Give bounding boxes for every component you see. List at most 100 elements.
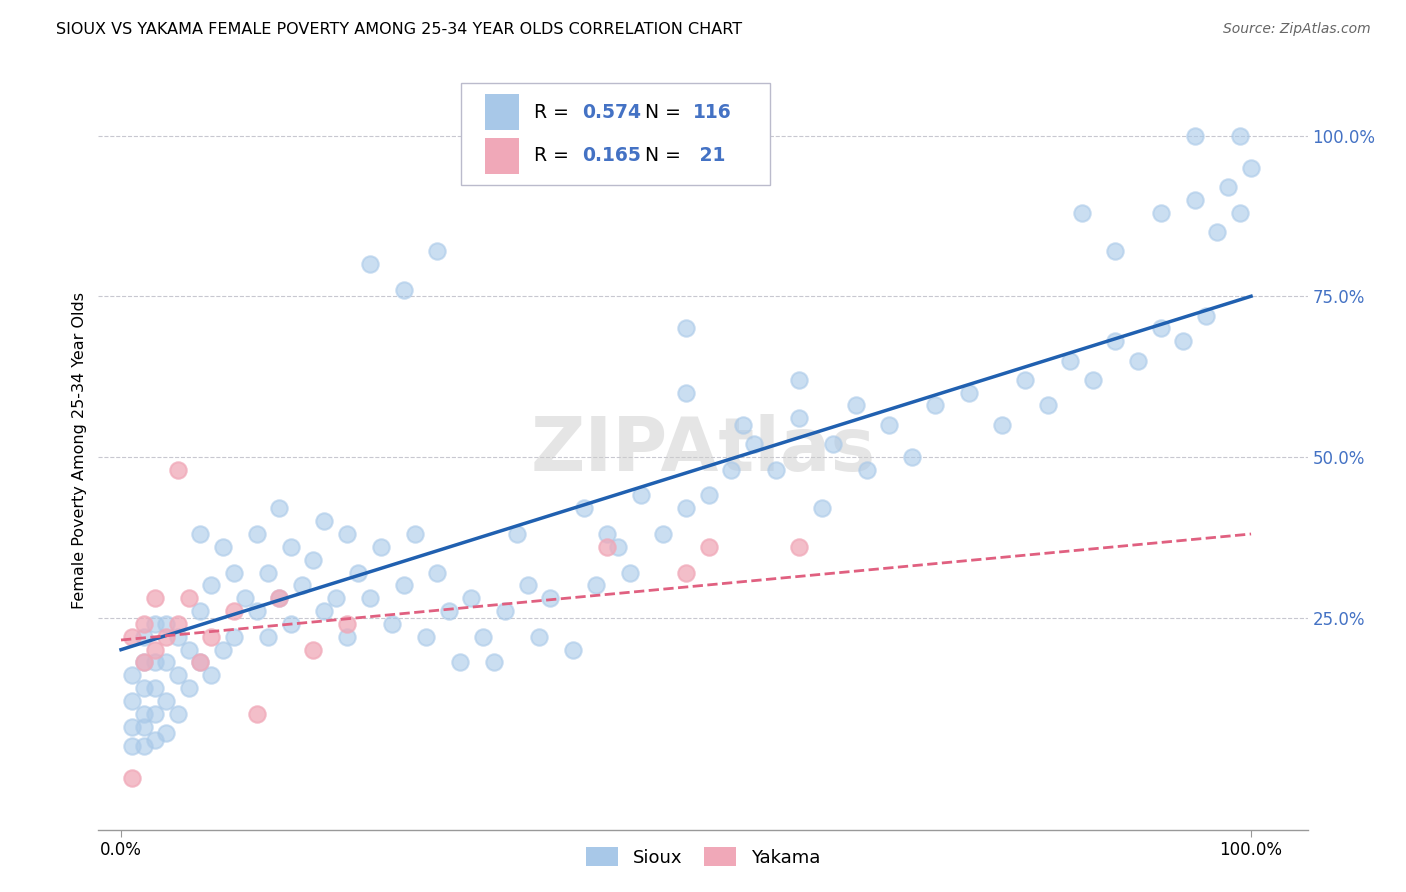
Point — [1173, 334, 1195, 349]
Point — [188, 656, 211, 670]
Text: SIOUX VS YAKAMA FEMALE POVERTY AMONG 25-34 YEAR OLDS CORRELATION CHART: SIOUX VS YAKAMA FEMALE POVERTY AMONG 25-… — [56, 22, 742, 37]
Point — [415, 630, 437, 644]
Point — [1150, 321, 1173, 335]
Point — [347, 566, 370, 580]
Point — [585, 578, 607, 592]
Point — [1195, 309, 1218, 323]
Point — [336, 527, 359, 541]
Point — [1014, 373, 1036, 387]
Point — [426, 244, 449, 259]
Point — [132, 720, 155, 734]
Point — [1229, 128, 1251, 143]
Point — [314, 604, 336, 618]
Point — [787, 411, 810, 425]
Point — [675, 566, 697, 580]
Point — [155, 694, 177, 708]
Text: 0.574: 0.574 — [582, 103, 641, 121]
Point — [505, 527, 527, 541]
Point — [121, 630, 143, 644]
Point — [991, 417, 1014, 432]
Point — [222, 604, 245, 618]
Point — [957, 385, 980, 400]
Point — [280, 540, 302, 554]
Point — [697, 540, 720, 554]
Point — [392, 578, 415, 592]
Point — [437, 604, 460, 618]
Point — [1240, 161, 1263, 175]
Point — [246, 604, 269, 618]
Point — [132, 681, 155, 696]
Point — [1070, 205, 1092, 219]
Point — [359, 591, 381, 606]
Point — [336, 616, 359, 631]
Point — [166, 616, 188, 631]
Point — [675, 385, 697, 400]
Point — [596, 540, 619, 554]
Point — [675, 501, 697, 516]
Point — [856, 463, 879, 477]
Point — [810, 501, 832, 516]
Point — [1036, 399, 1059, 413]
Point — [121, 694, 143, 708]
Point — [471, 630, 494, 644]
Point — [188, 656, 211, 670]
Point — [494, 604, 516, 618]
Text: ZIPAtlas: ZIPAtlas — [530, 414, 876, 487]
Point — [155, 656, 177, 670]
Point — [269, 501, 291, 516]
Point — [765, 463, 787, 477]
Y-axis label: Female Poverty Among 25-34 Year Olds: Female Poverty Among 25-34 Year Olds — [72, 292, 87, 609]
Point — [143, 591, 166, 606]
Point — [143, 732, 166, 747]
Point — [404, 527, 426, 541]
Point — [1184, 128, 1206, 143]
Point — [188, 604, 211, 618]
FancyBboxPatch shape — [485, 94, 519, 130]
Point — [742, 437, 765, 451]
Point — [132, 706, 155, 721]
Point — [630, 488, 652, 502]
Point — [132, 630, 155, 644]
Point — [121, 739, 143, 753]
Point — [166, 463, 188, 477]
Point — [269, 591, 291, 606]
Text: Source: ZipAtlas.com: Source: ZipAtlas.com — [1223, 22, 1371, 37]
Point — [177, 642, 200, 657]
Point — [257, 566, 280, 580]
Point — [143, 681, 166, 696]
Text: R =: R = — [534, 146, 575, 165]
Point — [845, 399, 868, 413]
Point — [200, 578, 222, 592]
FancyBboxPatch shape — [485, 137, 519, 174]
Point — [574, 501, 596, 516]
Text: 0.165: 0.165 — [582, 146, 641, 165]
Point — [314, 514, 336, 528]
Point — [121, 720, 143, 734]
Point — [302, 552, 325, 566]
Point — [132, 656, 155, 670]
Point — [482, 656, 505, 670]
Point — [143, 656, 166, 670]
Point — [596, 527, 619, 541]
Point — [336, 630, 359, 644]
Point — [652, 527, 675, 541]
Point — [675, 321, 697, 335]
Point — [821, 437, 844, 451]
Text: N =: N = — [645, 103, 688, 121]
Point — [269, 591, 291, 606]
Point — [143, 642, 166, 657]
Text: N =: N = — [645, 146, 688, 165]
Point — [562, 642, 585, 657]
Point — [222, 566, 245, 580]
Point — [188, 527, 211, 541]
Point — [155, 630, 177, 644]
Point — [166, 668, 188, 682]
Point — [1104, 334, 1126, 349]
Point — [121, 668, 143, 682]
Point — [166, 706, 188, 721]
Text: 116: 116 — [693, 103, 733, 121]
Point — [697, 488, 720, 502]
Point — [392, 283, 415, 297]
FancyBboxPatch shape — [461, 83, 769, 186]
Point — [381, 616, 404, 631]
